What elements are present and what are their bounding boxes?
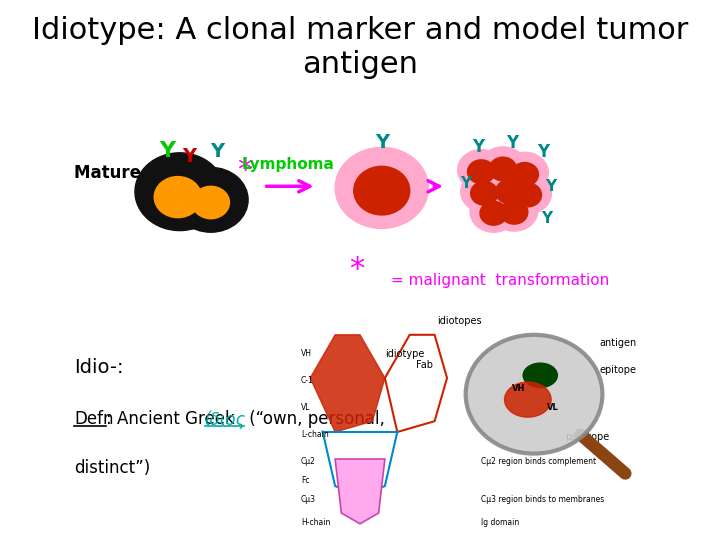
Text: Y: Y: [544, 179, 556, 194]
Text: distinct”): distinct”): [74, 459, 150, 477]
Circle shape: [480, 147, 526, 188]
Text: paratope: paratope: [565, 433, 609, 442]
Text: Y: Y: [159, 141, 176, 161]
Text: (“own, personal,: (“own, personal,: [244, 410, 384, 428]
Text: Fc: Fc: [301, 476, 310, 485]
Text: VL: VL: [301, 403, 310, 412]
Circle shape: [461, 171, 508, 212]
Text: Cμ2: Cμ2: [301, 457, 316, 466]
Text: Y: Y: [506, 134, 518, 152]
Text: Idio-:: Idio-:: [74, 357, 124, 377]
Circle shape: [471, 181, 498, 205]
Text: H-chain: H-chain: [301, 518, 330, 527]
Text: Idiotype: A clonal marker and model tumor
antigen: Idiotype: A clonal marker and model tumo…: [32, 16, 688, 79]
Text: idiotopes: idiotopes: [437, 316, 482, 326]
Circle shape: [500, 200, 528, 224]
Circle shape: [485, 170, 533, 211]
Circle shape: [335, 147, 428, 228]
Text: epitope: epitope: [599, 365, 636, 375]
Circle shape: [458, 150, 505, 191]
Text: L-chain: L-chain: [301, 430, 329, 439]
Circle shape: [466, 335, 603, 454]
Circle shape: [495, 180, 523, 204]
Text: Fab: Fab: [416, 360, 433, 369]
Text: : Ancient Greek: : Ancient Greek: [107, 410, 240, 428]
Text: VH: VH: [512, 384, 525, 393]
Circle shape: [192, 186, 230, 219]
Text: Y: Y: [460, 176, 471, 191]
Circle shape: [174, 167, 248, 232]
Text: Y: Y: [537, 143, 549, 161]
Circle shape: [470, 191, 517, 232]
Circle shape: [480, 201, 508, 225]
Text: idiotype: idiotype: [385, 349, 424, 359]
Text: Lymphoma: Lymphoma: [242, 157, 335, 172]
Polygon shape: [335, 459, 385, 524]
Circle shape: [501, 152, 549, 193]
Text: = malignant  transformation: = malignant transformation: [391, 273, 609, 288]
Text: VH: VH: [301, 349, 312, 358]
Text: Y: Y: [374, 132, 389, 152]
Ellipse shape: [523, 363, 557, 388]
Text: Y: Y: [182, 147, 196, 166]
Text: ίδιος: ίδιος: [204, 410, 246, 429]
Text: *: *: [238, 156, 253, 185]
Polygon shape: [310, 335, 385, 432]
Ellipse shape: [505, 382, 551, 417]
Circle shape: [514, 183, 541, 207]
Text: Cμ2 region binds complement: Cμ2 region binds complement: [481, 457, 596, 466]
Text: Defn: Defn: [74, 410, 114, 428]
Circle shape: [504, 173, 552, 214]
Text: Y: Y: [210, 141, 224, 161]
Text: Y: Y: [472, 138, 484, 156]
Circle shape: [490, 157, 517, 181]
Text: Y: Y: [541, 211, 552, 226]
Circle shape: [467, 160, 495, 184]
Text: Mature B cells: Mature B cells: [74, 164, 207, 182]
Text: VL: VL: [546, 403, 559, 412]
Circle shape: [154, 177, 202, 218]
Text: antigen: antigen: [599, 338, 636, 348]
Text: Cμ3: Cμ3: [301, 495, 316, 504]
Text: *: *: [349, 255, 364, 285]
Circle shape: [511, 163, 539, 186]
Circle shape: [354, 166, 410, 215]
Text: Cμ3 region binds to membranes: Cμ3 region binds to membranes: [481, 495, 605, 504]
Text: C-1: C-1: [301, 376, 314, 385]
Circle shape: [135, 153, 225, 231]
Text: Ig domain: Ig domain: [481, 518, 519, 527]
Circle shape: [490, 190, 538, 231]
